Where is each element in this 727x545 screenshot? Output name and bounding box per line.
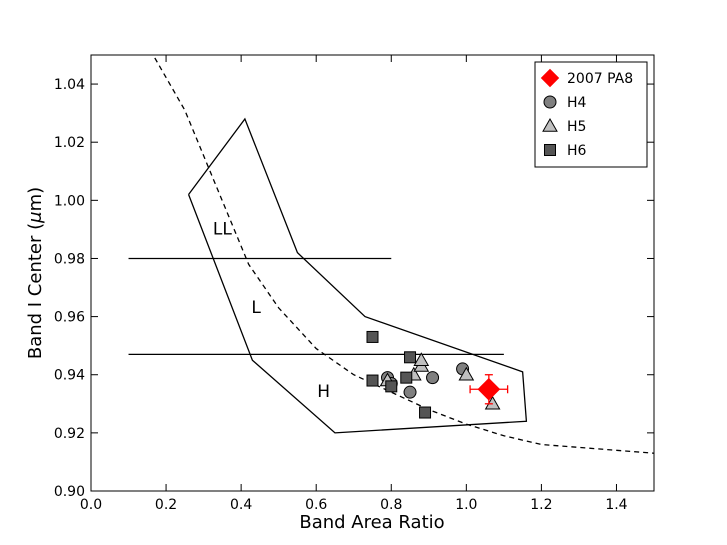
legend-label-2007-pa8: 2007 PA8 (567, 71, 633, 87)
legend-marker-h5 (542, 117, 558, 132)
h6-point-3 (385, 380, 398, 393)
h5-point-4 (413, 352, 430, 366)
legend-marker-h4 (543, 95, 557, 109)
h5-point-5 (458, 366, 475, 381)
h4-point-3 (403, 385, 417, 399)
x-tick-label-6: 1.0 (455, 497, 477, 513)
h4-point-4 (426, 371, 440, 385)
legend-label-h6: H6 (567, 143, 587, 159)
y-tick-label-4: 0.96 (54, 310, 85, 326)
h6-point-5 (404, 351, 417, 364)
plot-frame (90, 54, 655, 492)
classification-polygon (187, 117, 528, 434)
y-tick-label-1: 0.90 (54, 484, 85, 500)
x-tick-label-3: 0.4 (230, 497, 252, 513)
y-tick-label-2: 0.92 (54, 426, 85, 442)
legend-marker-2007-pa8 (540, 68, 560, 88)
y-tick-label-5: 0.98 (54, 251, 85, 267)
y-tick-label-6: 1.00 (54, 193, 85, 209)
x-tick-label-4: 0.6 (305, 497, 327, 513)
region-label-ll: LL (213, 219, 232, 239)
h6-point-1 (366, 330, 379, 343)
h6-point-2 (366, 374, 379, 387)
region-label-h: H (317, 382, 330, 402)
x-axis-title: Band Area Ratio (299, 512, 444, 533)
y-axis-title: Band I Center (μm) (25, 187, 46, 359)
y-tick-label-7: 1.02 (54, 135, 85, 151)
y-axis-title-unit: μ (25, 211, 46, 223)
x-tick-label-8: 1.4 (605, 497, 627, 513)
legend-label-h5: H5 (567, 119, 586, 135)
h6-point-6 (419, 406, 432, 419)
x-tick-label-5: 0.8 (380, 497, 402, 513)
x-tick-label-1: 0.0 (80, 497, 102, 513)
y-axis-title-prefix: Band I Center ( (25, 223, 46, 359)
y-tick-label-8: 1.04 (54, 77, 85, 93)
dashed-curve (154, 57, 655, 454)
region-label-l: L (251, 298, 261, 318)
y-tick-label-3: 0.94 (54, 368, 85, 384)
2007-pa8-point-1 (477, 377, 501, 401)
legend-label-h4: H4 (567, 95, 587, 111)
legend: 2007 PA8 H4 H5 H6 (534, 61, 648, 168)
y-axis-title-suffix: m) (25, 187, 46, 212)
legend-marker-h6 (544, 144, 556, 156)
x-tick-label-2: 0.2 (155, 497, 177, 513)
h6-point-4 (400, 371, 413, 384)
x-tick-label-7: 1.2 (530, 497, 552, 513)
axis-ticks: 0.0 0.2 0.4 0.6 0.8 1.0 1.2 1.4 0.90 0.92 0.94 0.96… (54, 55, 654, 513)
